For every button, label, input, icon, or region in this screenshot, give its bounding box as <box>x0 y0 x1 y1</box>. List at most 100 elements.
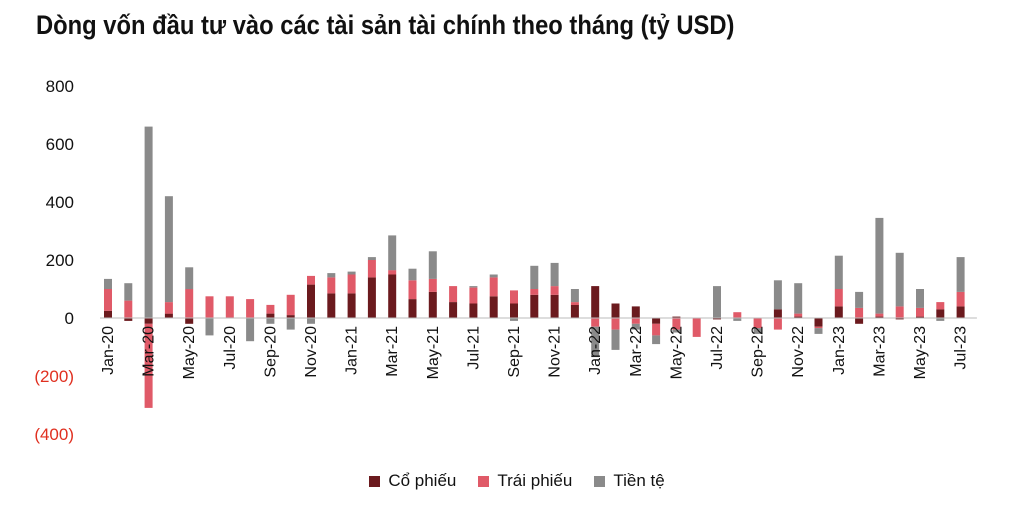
bar-tien-te <box>185 267 194 290</box>
bar-trai-phieu <box>164 302 173 314</box>
bar-trai-phieu <box>307 275 315 285</box>
x-tick-label: Sep-20 <box>262 326 279 378</box>
x-tick-label: Mar-22 <box>628 326 645 377</box>
legend-label-co-phieu: Cổ phiếu <box>388 471 457 490</box>
y-tick-label: 0 <box>65 309 74 328</box>
bar-tien-te <box>327 273 336 278</box>
x-tick-label: May-22 <box>668 326 685 379</box>
bar-tien-te <box>875 217 884 314</box>
bar-tien-te <box>570 289 579 303</box>
bar-co-phieu <box>510 303 518 318</box>
bar-co-phieu <box>327 293 336 318</box>
bar-co-phieu <box>469 303 478 318</box>
bar-trai-phieu <box>672 318 681 330</box>
y-tick-label: 800 <box>46 77 74 96</box>
bar-trai-phieu <box>428 278 437 292</box>
bar-co-phieu <box>611 303 620 318</box>
bar-co-phieu <box>185 318 194 324</box>
bar-trai-phieu <box>895 306 904 318</box>
bar-trai-phieu <box>225 296 234 319</box>
bar-tien-te <box>550 262 559 287</box>
bar-trai-phieu <box>773 318 782 330</box>
bar-trai-phieu <box>408 280 417 300</box>
bar-co-phieu <box>652 318 661 324</box>
bar-co-phieu <box>875 316 884 318</box>
bar-trai-phieu <box>631 318 640 324</box>
bar-trai-phieu <box>124 300 133 318</box>
x-tick-label: May-23 <box>912 326 929 379</box>
bar-co-phieu <box>104 310 112 319</box>
x-tick-label: May-21 <box>425 326 442 379</box>
x-tick-label: Nov-20 <box>303 326 320 378</box>
bar-tien-te <box>672 329 681 333</box>
legend: Cổ phiếu Trái phiếu Tiền tệ <box>0 471 1034 491</box>
legend-item-trai-phieu: Trái phiếu <box>478 471 572 491</box>
bar-co-phieu <box>936 309 945 318</box>
bar-trai-phieu <box>834 289 843 307</box>
bar-co-phieu <box>794 316 803 318</box>
bar-co-phieu <box>530 294 539 318</box>
bar-trai-phieu <box>753 318 762 329</box>
bar-trai-phieu <box>266 304 275 314</box>
bar-co-phieu <box>895 318 904 320</box>
bar-tien-te <box>307 318 315 324</box>
bar-co-phieu <box>672 316 681 318</box>
bar-trai-phieu <box>104 289 112 311</box>
bar-co-phieu <box>814 318 823 327</box>
bar-tien-te <box>164 196 173 303</box>
bar-trai-phieu <box>794 313 803 317</box>
x-tick-label: Nov-21 <box>547 326 564 378</box>
bar-trai-phieu <box>246 299 255 318</box>
bar-trai-phieu <box>530 289 539 295</box>
bar-co-phieu <box>144 318 153 324</box>
bar-co-phieu <box>164 313 173 318</box>
bar-tien-te <box>489 274 498 278</box>
bar-co-phieu <box>428 291 437 318</box>
bar-tien-te <box>936 318 945 321</box>
bar-trai-phieu <box>489 277 498 297</box>
x-tick-label: Mar-21 <box>384 326 401 377</box>
bar-tien-te <box>104 278 112 289</box>
bar-tien-te <box>205 318 214 336</box>
x-tick-label: Jul-21 <box>465 326 482 370</box>
x-tick-label: Mar-20 <box>141 326 158 377</box>
y-axis: 800 600 400 200 0 (200) (400) <box>34 77 74 444</box>
bar-co-phieu <box>916 316 924 318</box>
bars <box>100 126 977 408</box>
bar-tien-te <box>591 326 600 358</box>
bar-co-phieu <box>834 306 843 318</box>
bar-trai-phieu <box>814 326 823 329</box>
bar-tien-te <box>246 318 255 342</box>
bar-tien-te <box>631 323 640 330</box>
bar-trai-phieu <box>205 296 214 319</box>
bar-co-phieu <box>591 286 600 318</box>
bar-tien-te <box>347 271 356 275</box>
bar-tien-te <box>834 255 843 289</box>
legend-swatch-co-phieu <box>369 475 381 487</box>
bar-trai-phieu <box>469 287 478 304</box>
bar-tien-te <box>733 318 742 321</box>
bar-trai-phieu <box>388 270 397 275</box>
bar-co-phieu <box>408 299 417 318</box>
x-tick-label: Jan-23 <box>831 326 848 375</box>
bar-trai-phieu <box>550 286 559 295</box>
bar-co-phieu <box>388 274 397 318</box>
y-tick-label: 600 <box>46 135 74 154</box>
x-tick-label: Sep-22 <box>750 326 767 378</box>
bar-trai-phieu <box>570 302 579 305</box>
x-tick-label: Nov-22 <box>790 326 807 378</box>
bar-tien-te <box>773 280 782 310</box>
bar-trai-phieu <box>286 294 295 316</box>
bar-trai-phieu <box>956 291 965 307</box>
legend-swatch-tien-te <box>594 475 606 487</box>
bar-co-phieu <box>550 294 559 318</box>
bar-tien-te <box>124 283 133 301</box>
bar-co-phieu <box>631 306 640 318</box>
bar-co-phieu <box>773 309 782 318</box>
bar-tien-te <box>469 286 478 288</box>
bar-tien-te <box>652 335 661 345</box>
bar-trai-phieu <box>591 318 600 327</box>
bar-trai-phieu <box>936 302 945 310</box>
bar-tien-te <box>895 252 904 307</box>
